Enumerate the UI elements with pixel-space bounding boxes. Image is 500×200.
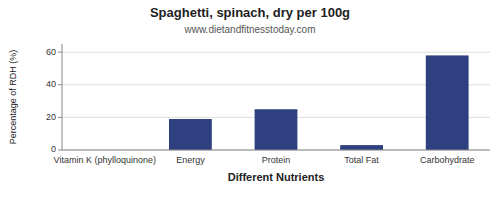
- chart-container: Spaghetti, spinach, dry per 100g www.diet…: [0, 0, 500, 200]
- y-tick-label: 0: [51, 144, 56, 154]
- x-axis: [62, 150, 490, 151]
- bars: [169, 55, 469, 150]
- title: Spaghetti, spinach, dry per 100g: [150, 5, 350, 20]
- bar: [340, 145, 383, 150]
- grid-line: [62, 52, 490, 53]
- grid-line: [62, 150, 490, 151]
- x-tick-label: Energy: [176, 155, 205, 165]
- x-axis-label: Different Nutrients: [228, 171, 325, 183]
- x-tick-label: Vitamin K (phylloquinone): [54, 155, 156, 165]
- chart: Spaghetti, spinach, dry per 100g www.diet…: [0, 0, 500, 200]
- x-tick-label: Total Fat: [344, 155, 379, 165]
- y-tick-label: 40: [46, 79, 56, 89]
- y-tick: [58, 150, 62, 151]
- y-tick-label: 60: [46, 47, 56, 57]
- x-tick-label: Protein: [262, 155, 291, 165]
- bar: [426, 55, 469, 150]
- y-tick: [58, 117, 62, 118]
- bar: [255, 109, 298, 150]
- y-axis-label: Percentage of RDH (%): [8, 50, 18, 145]
- x-tick-label: Carbohydrate: [420, 155, 475, 165]
- y-tick: [58, 84, 62, 85]
- y-axis: [62, 44, 63, 150]
- bar: [169, 119, 212, 150]
- subtitle: www.dietandfitnesstoday.com: [184, 24, 316, 35]
- grid: [62, 52, 490, 150]
- y-tick-label: 20: [46, 112, 56, 122]
- y-tick: [58, 52, 62, 53]
